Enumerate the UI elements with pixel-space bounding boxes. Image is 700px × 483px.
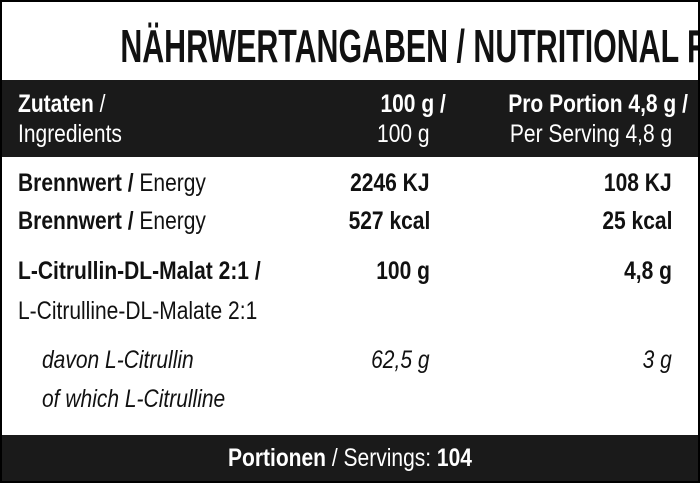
row-label-en: of which L-Citrulline [42,385,226,413]
row-serving: 25 kcal [601,207,672,235]
row-label: Brennwert / Energy [18,169,206,197]
row-serving: 3 g [642,346,672,374]
text: / [254,257,261,285]
text: Brennwert [18,207,122,235]
row-label: Brennwert / Energy [18,207,206,235]
header-per100-en: 100 g [377,120,430,148]
header-bar: Zutaten / Ingredients 100 g / 100 g Pro … [2,80,698,157]
text: Energy [139,207,206,235]
header-serving: Pro Portion 4,8 g / [508,90,688,118]
text: / [127,169,134,197]
row-label: davon L-Citrullin [42,346,194,374]
text: L-Citrullin-DL-Malat 2:1 [18,257,249,285]
header-label: Zutaten / [18,90,106,118]
text: 104 [436,444,472,472]
row-label-en: L-Citrulline-DL-Malate 2:1 [18,297,258,325]
row-serving: 4,8 g [624,257,672,285]
row-per100: 62,5 g [371,346,430,374]
text: / [331,444,338,472]
text: Servings: [343,444,432,472]
text: Brennwert [18,169,122,197]
header-per100: 100 g / [380,90,446,118]
title: NÄHRWERTANGABEN / NUTRITIONAL FACTS [120,20,698,72]
row-serving: 108 KJ [604,169,672,197]
row-per100: 100 g [376,257,430,285]
header-serving-en: Per Serving 4,8 g [509,120,672,148]
header-label-en: Ingredients [18,120,122,148]
footer-text: Portionen / Servings: 104 [58,444,643,472]
text: / [99,90,106,118]
text: Energy [139,169,206,197]
row-per100: 527 kcal [348,207,430,235]
row-per100: 2246 KJ [350,169,430,197]
row-label: L-Citrullin-DL-Malat 2:1 / [18,257,261,285]
footer-bar: Portionen / Servings: 104 [2,435,698,481]
text: Zutaten [18,90,94,118]
text: Portionen [228,444,327,472]
text: / [127,207,134,235]
